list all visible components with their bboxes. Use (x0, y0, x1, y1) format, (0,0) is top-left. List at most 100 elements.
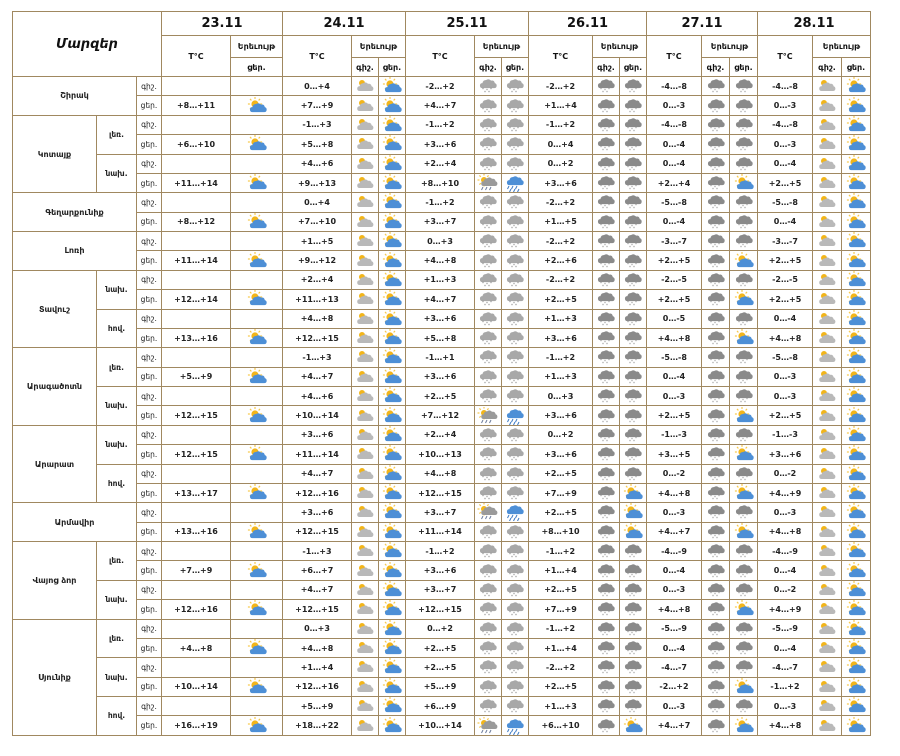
svg-text:*: * (515, 439, 517, 444)
svg-text:*: * (738, 707, 740, 712)
svg-text:*: * (600, 126, 602, 131)
rain-snow-icon: * * * * * (501, 114, 529, 136)
svg-text:*: * (744, 90, 746, 95)
svg-text:*: * (635, 262, 637, 267)
svg-text:*: * (488, 284, 490, 289)
svg-text:*: * (600, 145, 602, 150)
svg-text:*: * (633, 110, 635, 115)
forecast-row: հով. գիշ. +4…+8 +3…+6 * * * * * * * * * * +1…+3 * * * * * * *… (13, 308, 871, 349)
svg-text:*: * (714, 728, 716, 733)
svg-text:*: * (744, 710, 746, 715)
temperature-range: +6…+10 (528, 715, 593, 736)
temperature-range: +11…+14 (161, 172, 231, 194)
svg-text:*: * (604, 108, 606, 113)
temperature-range: +3…+7 (405, 502, 475, 523)
svg-text:*: * (606, 439, 608, 444)
sun-behind-cloud-icon (230, 521, 283, 543)
svg-text:*: * (517, 378, 519, 383)
svg-text:*: * (513, 631, 515, 636)
day-subheader: ցեր. (230, 57, 283, 77)
svg-text:*: * (511, 226, 513, 231)
rain-snow-icon: * * * * * (474, 560, 502, 581)
empty-cell (230, 308, 283, 329)
svg-text:*: * (486, 553, 488, 558)
svg-text:*: * (627, 242, 629, 247)
temperature-range: +12…+15 (282, 599, 352, 620)
svg-text:*: * (744, 516, 746, 521)
snow-cloud-icon: * * * * * (619, 327, 647, 349)
snow-cloud-icon: * * * * * (729, 579, 758, 601)
temperature-range: +5…+8 (405, 327, 475, 349)
svg-text:*: * (716, 129, 718, 134)
svg-text:*: * (490, 378, 492, 383)
partly-cloudy-night-icon (812, 463, 842, 484)
temperature-range: +16…+19 (161, 715, 231, 736)
temperature-range: 0…+3 (282, 618, 352, 639)
svg-text:*: * (631, 689, 633, 694)
temperature-range: 0…-2 (757, 463, 813, 484)
svg-text:*: * (608, 145, 610, 150)
rain-snow-icon: * * * * * (474, 599, 502, 620)
snow-cloud-icon: * * * * * (729, 269, 758, 291)
phenomenon-header: Երեւույթ (351, 35, 406, 58)
temperature-range: +4…+8 (646, 327, 702, 349)
svg-text:*: * (716, 652, 718, 657)
sun-behind-cloud-icon (729, 172, 758, 194)
svg-text:*: * (515, 458, 517, 463)
rain-snow-icon: * * * * * (501, 579, 529, 601)
svg-text:*: * (710, 417, 712, 422)
svg-text:*: * (488, 381, 490, 386)
svg-text:*: * (718, 630, 720, 635)
time-of-day: գիշ. (136, 192, 162, 213)
svg-text:*: * (718, 668, 720, 673)
svg-text:*: * (608, 668, 610, 673)
temperature-range: +2…+5 (528, 579, 593, 601)
svg-text:*: * (511, 90, 513, 95)
phenomenon-header: Երեւույթ (230, 35, 283, 58)
rain-snow-icon: * * * * * (501, 695, 529, 717)
snow-cloud-icon: * * * * * (592, 366, 620, 388)
svg-text:*: * (604, 650, 606, 655)
svg-text:*: * (629, 575, 631, 580)
svg-text:*: * (635, 203, 637, 208)
time-of-day: ցեր. (136, 172, 162, 194)
rain-snow-icon: * * * * * (501, 192, 529, 213)
snow-cloud-icon: * * * * * (592, 95, 620, 116)
svg-text:*: * (490, 455, 492, 460)
forecast-row: Արարատ նախ. գիշ. +3…+6 +2…+4 * * * * * * * * * * 0…+2 * *… (12, 424, 871, 504)
temperature-range (161, 424, 231, 446)
svg-text:*: * (486, 669, 488, 674)
svg-text:*: * (744, 361, 746, 366)
sun-behind-cloud-icon (841, 308, 871, 329)
svg-text:*: * (716, 691, 718, 696)
svg-text:*: * (631, 243, 633, 248)
svg-text:*: * (488, 652, 490, 657)
svg-text:*: * (517, 533, 519, 538)
svg-text:*: * (627, 300, 629, 305)
svg-text:*: * (633, 226, 635, 231)
svg-text:*: * (718, 145, 720, 150)
svg-text:*: * (744, 148, 746, 153)
snow-cloud-icon: * * * * * (701, 657, 730, 678)
svg-text:*: * (746, 630, 748, 635)
svg-text:*: * (742, 573, 744, 578)
region-name: Կոտայք (12, 114, 97, 194)
partly-cloudy-night-icon (812, 192, 842, 213)
svg-text:*: * (600, 649, 602, 654)
sun-behind-cloud-icon (841, 211, 871, 233)
svg-text:*: * (602, 303, 604, 308)
temperature-range: +3…+6 (405, 308, 475, 329)
svg-text:*: * (738, 320, 740, 325)
svg-text:*: * (606, 420, 608, 425)
svg-text:*: * (604, 398, 606, 403)
temperature-range: 0…+3 (528, 385, 593, 407)
svg-text:*: * (710, 455, 712, 460)
svg-text:*: * (627, 572, 629, 577)
temp-header: T°C (646, 35, 702, 77)
svg-text:*: * (738, 552, 740, 557)
sun-behind-cloud-icon (230, 95, 283, 116)
temperature-range: +2…+5 (646, 289, 702, 310)
temperature-range: 0…-2 (757, 579, 813, 601)
svg-text:*: * (484, 671, 486, 676)
svg-text:*: * (710, 107, 712, 112)
